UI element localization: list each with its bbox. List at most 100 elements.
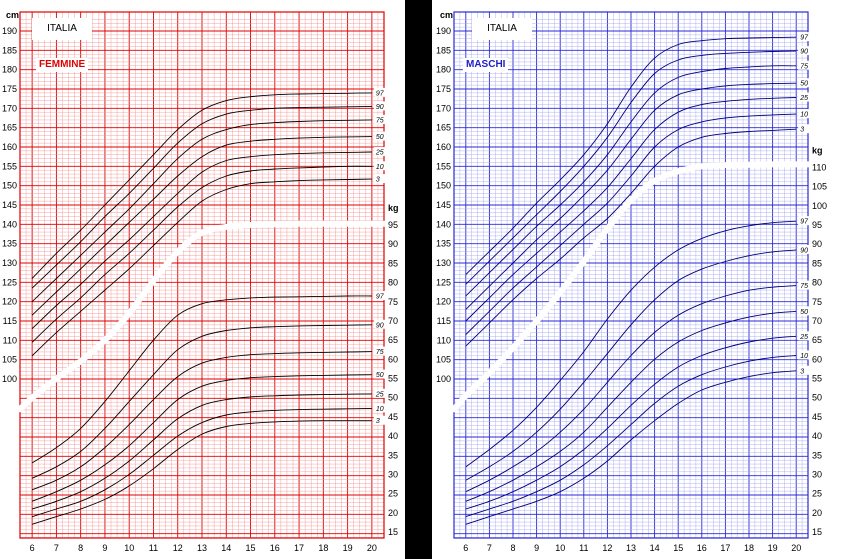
weight-tick-label: 50	[388, 393, 398, 403]
percentile-label-bg	[373, 174, 386, 184]
age-tick-label: 15	[673, 543, 683, 553]
percentile-label-bg	[373, 131, 386, 141]
height-tick-label: 160	[2, 142, 17, 152]
weight-tick-label: 95	[388, 220, 398, 230]
weight-tick-label: 105	[812, 182, 827, 192]
weight-tick-label: 15	[388, 527, 398, 537]
age-tick-label: 13	[197, 543, 207, 553]
weight-tick-label: 80	[812, 278, 822, 288]
height-tick-label: 190	[2, 26, 17, 36]
height-percentile-label: 90	[800, 49, 808, 56]
height-curve-p75	[465, 65, 797, 297]
weight-tick-label: 30	[812, 469, 822, 479]
weight-tick-label: 70	[388, 316, 398, 326]
percentile-label-bg	[798, 109, 811, 119]
weight-tick-label: 55	[388, 374, 398, 384]
height-tick-label: 160	[436, 142, 451, 152]
height-tick-label: 120	[2, 297, 17, 307]
percentile-label-bg	[798, 124, 811, 134]
panel-divider	[405, 0, 432, 559]
height-percentile-label: 50	[376, 134, 384, 141]
weight-curve-p3	[31, 420, 372, 525]
percentile-label-bg	[798, 365, 811, 375]
height-percentile-label: 25	[375, 150, 384, 157]
weight-curve-p97	[465, 220, 797, 468]
age-tick-label: 6	[30, 543, 35, 553]
height-tick-label: 165	[436, 123, 451, 133]
height-tick-label: 105	[436, 355, 451, 365]
height-tick-label: 170	[436, 103, 451, 113]
plot-border	[19, 11, 385, 539]
height-percentile-label: 3	[800, 127, 804, 134]
height-curve-p3	[31, 178, 372, 357]
height-tick-label: 110	[437, 335, 451, 345]
age-tick-label: 13	[626, 543, 636, 553]
age-tick-label: 17	[294, 543, 304, 553]
percentile-label-bg	[798, 92, 811, 102]
weight-tick-label: 60	[388, 354, 398, 364]
age-tick-label: 17	[720, 543, 730, 553]
weight-curve-p3	[465, 370, 797, 525]
percentile-label-bg	[373, 147, 386, 157]
weight-tick-label: 90	[388, 239, 398, 249]
height-tick-label: 140	[2, 219, 17, 229]
weight-tick-label: 25	[388, 489, 398, 499]
weight-percentile-label: 50	[800, 309, 808, 316]
weight-tick-label: 55	[812, 374, 822, 384]
percentile-label-bg	[798, 46, 811, 56]
chart-panel-femmine: 97 90 75 50 25 10 3 97 90 75 50 25 10 3 cm 100 105 110 115…	[2, 10, 399, 553]
weight-tick-label: 75	[388, 297, 398, 307]
age-tick-label: 14	[650, 543, 660, 553]
weight-curve-p90	[31, 324, 372, 479]
weight-curve-p75	[465, 285, 797, 493]
percentile-label-bg	[373, 415, 386, 425]
weight-curve-p90	[465, 249, 797, 481]
height-percentile-label: 75	[376, 117, 384, 124]
percentile-label-bg	[798, 331, 811, 341]
age-tick-label: 14	[221, 543, 231, 553]
height-tick-label: 145	[2, 200, 17, 210]
weight-curve-p50	[31, 374, 372, 502]
weight-tick-label: 75	[812, 297, 822, 307]
weight-tick-label: 110	[812, 162, 826, 172]
height-curve-p75	[31, 119, 372, 303]
percentile-label-bg	[373, 87, 386, 97]
plot-border	[453, 11, 809, 539]
height-tick-label: 150	[436, 181, 451, 191]
height-curve-p97	[465, 36, 797, 275]
height-tick-label: 140	[436, 219, 451, 229]
height-unit-label: cm	[440, 10, 453, 20]
age-tick-label: 11	[149, 543, 158, 553]
height-percentile-label: 10	[376, 164, 384, 171]
white-band	[17, 220, 395, 413]
height-tick-label: 125	[436, 277, 451, 287]
weight-percentile-label: 97	[800, 219, 809, 226]
height-percentile-label: 50	[800, 81, 808, 88]
height-tick-label: 135	[2, 239, 17, 249]
weight-tick-label: 90	[812, 239, 822, 249]
percentile-label-bg	[373, 114, 386, 124]
weight-percentile-label: 3	[376, 418, 380, 425]
height-curve-p25	[465, 97, 797, 322]
height-percentile-label: 10	[800, 112, 808, 119]
weight-tick-label: 95	[812, 220, 822, 230]
weight-curve-p75	[31, 351, 372, 491]
age-tick-label: 10	[555, 543, 565, 553]
age-tick-label: 20	[791, 543, 801, 553]
height-tick-label: 110	[3, 335, 17, 345]
percentile-label-bg	[798, 32, 811, 42]
height-curve-p50	[31, 136, 372, 316]
weight-percentile-label: 90	[800, 247, 808, 254]
weight-tick-label: 70	[812, 316, 822, 326]
weight-tick-label: 60	[812, 354, 822, 364]
growth-chart-maschi: 97907550251039790755025103cm100105110115…	[436, 10, 827, 553]
weight-tick-label: 30	[388, 469, 398, 479]
age-tick-label: 12	[173, 543, 183, 553]
weight-tick-label: 15	[812, 527, 822, 537]
age-tick-label: 9	[102, 543, 107, 553]
age-tick-label: 9	[534, 543, 539, 553]
age-tick-label: 6	[463, 543, 468, 553]
weight-percentile-label: 10	[800, 353, 808, 360]
height-tick-label: 175	[2, 84, 17, 94]
height-tick-label: 155	[2, 161, 17, 171]
